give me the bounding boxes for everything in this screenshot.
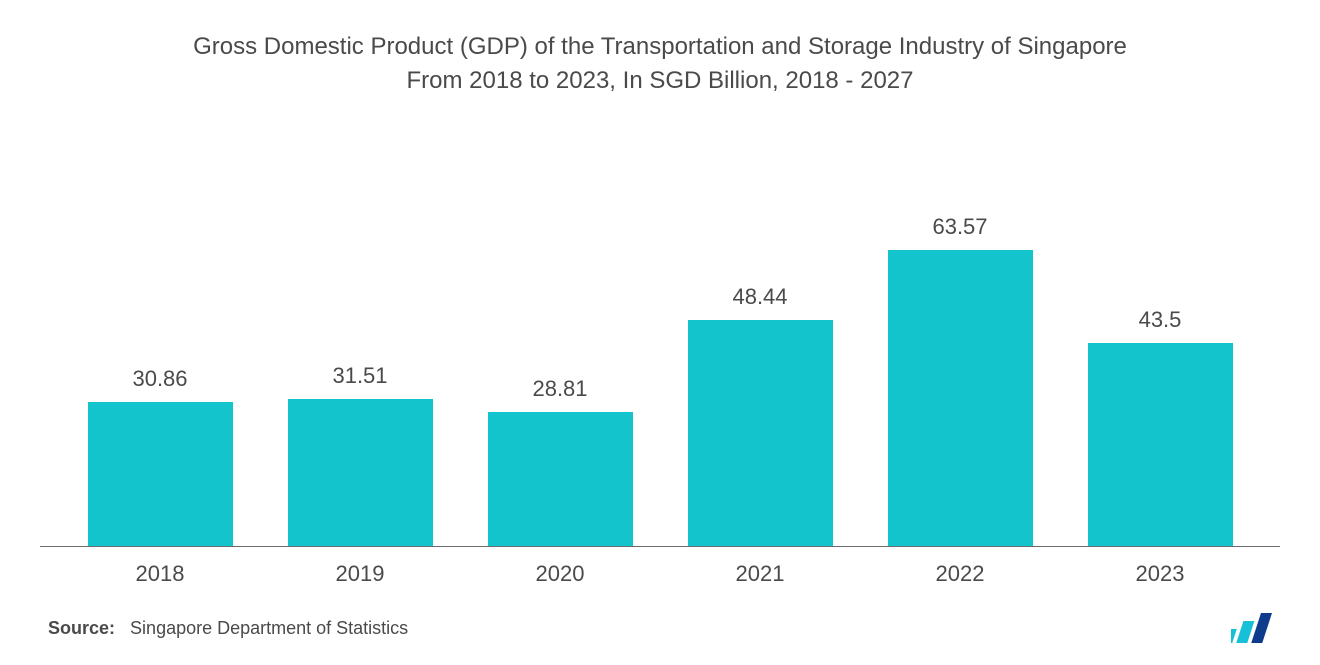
bar bbox=[688, 320, 833, 546]
source-text: Singapore Department of Statistics bbox=[130, 618, 408, 638]
x-axis-category-label: 2019 bbox=[260, 561, 460, 587]
bar-group: 43.5 bbox=[1060, 127, 1260, 546]
bar-group: 30.86 bbox=[60, 127, 260, 546]
bar bbox=[288, 399, 433, 546]
chart-title: Gross Domestic Product (GDP) of the Tran… bbox=[110, 30, 1210, 97]
x-axis-category-label: 2020 bbox=[460, 561, 660, 587]
chart-footer: Source: Singapore Department of Statisti… bbox=[48, 613, 1272, 643]
bar-value-label: 30.86 bbox=[132, 366, 187, 392]
chart-plot-area: 30.86 31.51 28.81 48.44 63.57 43.5 bbox=[40, 127, 1280, 547]
bar bbox=[488, 412, 633, 546]
bar-group: 63.57 bbox=[860, 127, 1060, 546]
x-axis-category-label: 2018 bbox=[60, 561, 260, 587]
bar-value-label: 28.81 bbox=[532, 376, 587, 402]
logo-icon bbox=[1231, 613, 1272, 643]
bar-value-label: 48.44 bbox=[732, 284, 787, 310]
x-axis-category-label: 2021 bbox=[660, 561, 860, 587]
bar-value-label: 31.51 bbox=[332, 363, 387, 389]
bar bbox=[888, 250, 1033, 547]
bar-group: 31.51 bbox=[260, 127, 460, 546]
source-label: Source: bbox=[48, 618, 115, 638]
chart-x-axis-labels: 201820192020202120222023 bbox=[40, 547, 1280, 587]
x-axis-category-label: 2022 bbox=[860, 561, 1060, 587]
source-attribution: Source: Singapore Department of Statisti… bbox=[48, 618, 408, 639]
bar-group: 28.81 bbox=[460, 127, 660, 546]
chart-title-line2: From 2018 to 2023, In SGD Billion, 2018 … bbox=[407, 67, 914, 94]
bar bbox=[88, 402, 233, 546]
brand-logo bbox=[1231, 613, 1272, 643]
bar-value-label: 43.5 bbox=[1139, 307, 1182, 333]
x-axis-category-label: 2023 bbox=[1060, 561, 1260, 587]
chart-title-line1: Gross Domestic Product (GDP) of the Tran… bbox=[193, 33, 1127, 60]
bar bbox=[1088, 343, 1233, 546]
bar-group: 48.44 bbox=[660, 127, 860, 546]
bar-value-label: 63.57 bbox=[932, 214, 987, 240]
